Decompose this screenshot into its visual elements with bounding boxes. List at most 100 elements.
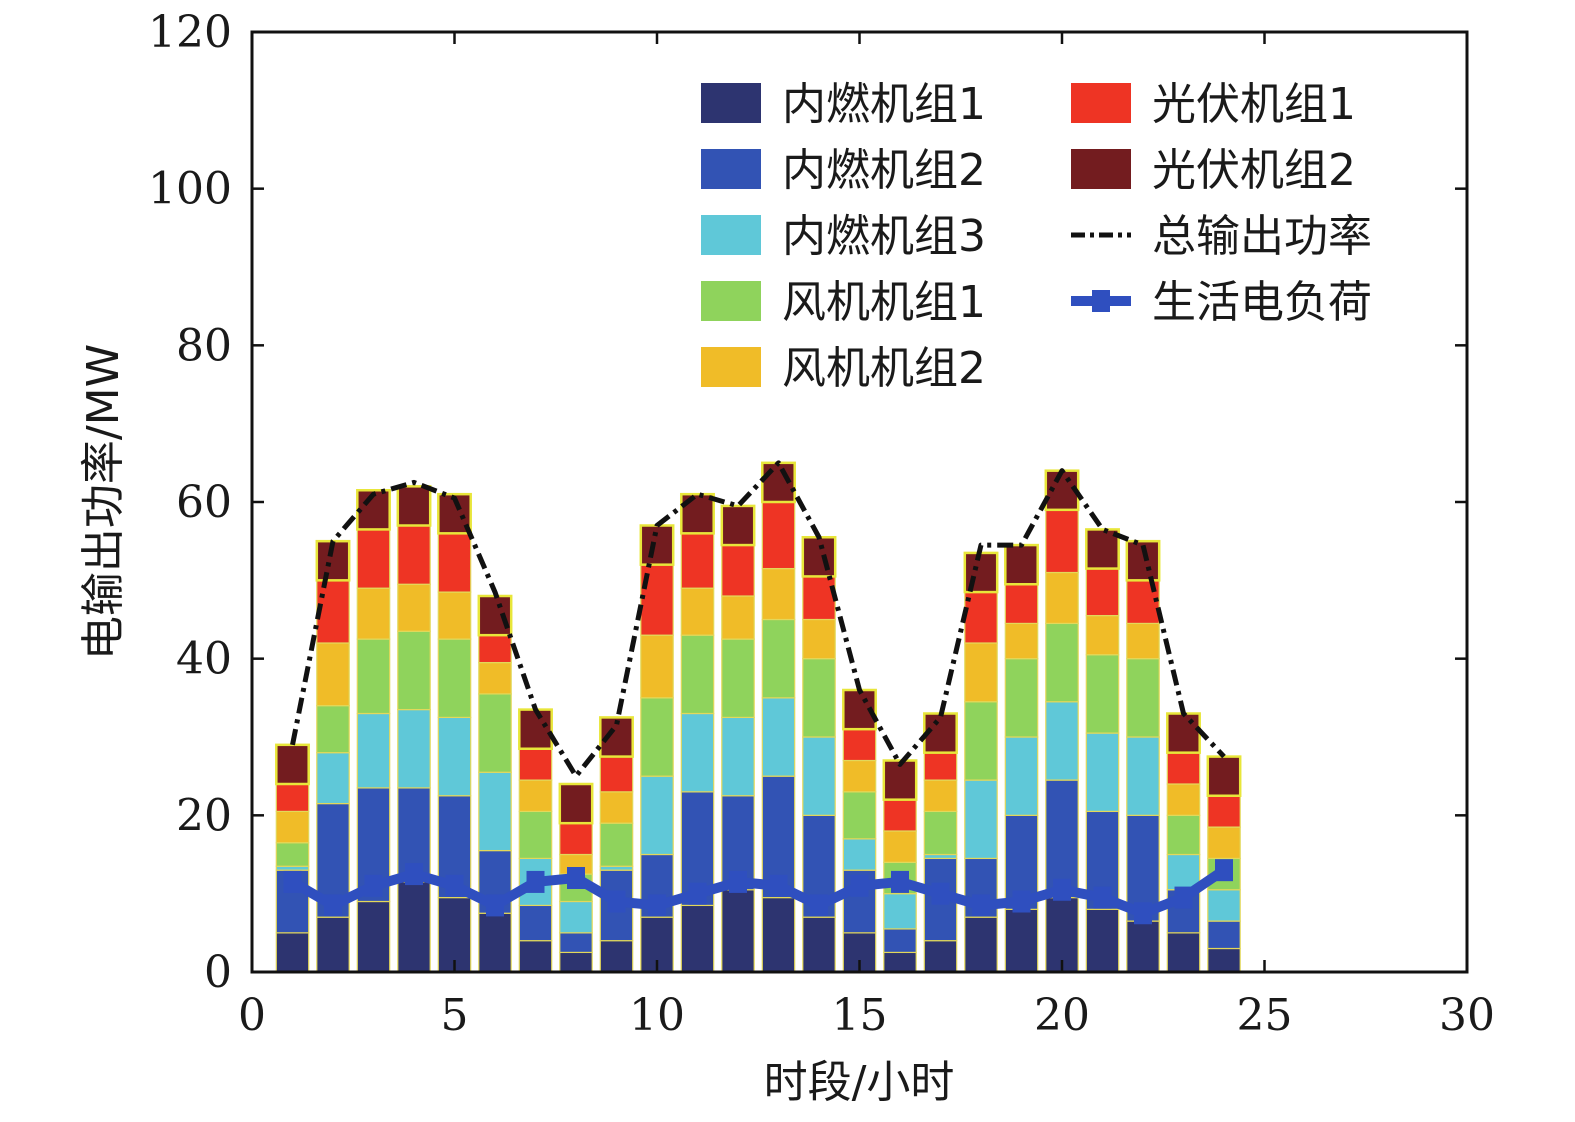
load-marker-14 <box>810 894 828 917</box>
bar-segment-1-14 <box>802 916 836 973</box>
load-marker-16 <box>891 870 909 893</box>
bar-segment-2-16 <box>883 928 917 954</box>
bar-segment-3-21 <box>1085 732 1120 813</box>
bar-segment-1-9 <box>599 940 634 973</box>
bar-stack-17 <box>923 712 958 973</box>
bar-segment-3-2 <box>316 752 350 805</box>
bar-segment-5-18 <box>964 642 998 703</box>
legend-label: 内燃机组2 <box>782 145 986 196</box>
bar-segment-5-3 <box>356 587 391 640</box>
bar-segment-1-19 <box>1004 908 1039 973</box>
legend-swatch <box>701 149 761 189</box>
bar-segment-5-9 <box>599 791 634 824</box>
bar-segment-7-18 <box>963 551 999 594</box>
x-tick-label: 15 <box>832 990 888 1041</box>
bars-layer <box>275 461 1242 973</box>
bar-segment-1-5 <box>437 896 472 973</box>
bar-segment-1-18 <box>964 916 998 973</box>
bar-segment-1-22 <box>1126 920 1160 973</box>
bar-segment-6-15 <box>842 728 877 762</box>
bar-segment-1-8 <box>559 951 593 973</box>
bar-segment-1-21 <box>1085 908 1120 973</box>
legend-item-3: 内燃机组3 <box>701 211 986 262</box>
bar-stack-1 <box>275 743 310 973</box>
bar-segment-5-19 <box>1004 622 1039 660</box>
load-marker-2 <box>324 894 342 917</box>
bar-stack-23 <box>1166 712 1201 973</box>
bar-segment-6-4 <box>397 524 431 585</box>
bar-segment-3-11 <box>680 712 715 793</box>
bar-segment-4-9 <box>599 822 634 867</box>
legend-label: 风机机组2 <box>782 343 986 394</box>
bar-segment-3-16 <box>883 893 917 930</box>
legend-swatch <box>701 215 761 255</box>
bar-segment-6-8 <box>559 822 593 856</box>
load-marker-23 <box>1174 886 1193 909</box>
legend-marker <box>1092 290 1110 312</box>
bar-stack-3 <box>356 489 391 973</box>
bar-segment-5-12 <box>721 595 755 640</box>
bar-segment-7-8 <box>558 782 594 825</box>
bar-segment-3-3 <box>356 712 391 789</box>
legend-item-5: 风机机组2 <box>701 343 986 394</box>
y-axis-title: 电输出功率/MW <box>78 344 129 660</box>
legend-label: 内燃机组1 <box>782 79 986 130</box>
load-marker-22 <box>1134 902 1152 925</box>
bar-stack-7 <box>518 708 553 973</box>
load-marker-21 <box>1093 886 1112 909</box>
bar-segment-6-1 <box>275 783 310 813</box>
bar-stack-15 <box>842 688 877 973</box>
legend-label: 风机机组1 <box>782 277 986 328</box>
bar-segment-3-12 <box>721 716 755 797</box>
x-axis: 0 5 10 15 20 25 30 <box>238 32 1495 1041</box>
bar-segment-1-23 <box>1166 932 1201 973</box>
bar-segment-6-7 <box>518 748 553 781</box>
bar-segment-3-23 <box>1166 853 1201 891</box>
load-marker-3 <box>364 874 383 897</box>
bar-segment-1-13 <box>761 896 796 973</box>
bar-stack-20 <box>1044 469 1080 973</box>
bar-segment-7-24 <box>1206 755 1242 797</box>
x-tick-label: 0 <box>238 990 266 1041</box>
bar-segment-1-20 <box>1045 896 1079 973</box>
bar-segment-4-11 <box>680 634 715 715</box>
legend-label: 光伏机组2 <box>1152 145 1356 196</box>
legend-swatch <box>701 347 761 387</box>
bar-segment-1-17 <box>923 940 958 973</box>
bar-stack-5 <box>437 492 472 973</box>
bar-segment-4-10 <box>640 697 674 777</box>
bar-segment-4-14 <box>802 658 836 738</box>
bar-stack-24 <box>1206 755 1242 973</box>
bar-segment-6-13 <box>761 501 796 570</box>
bar-segment-6-2 <box>316 579 350 644</box>
bar-stack-9 <box>599 716 634 973</box>
bar-segment-3-8 <box>559 900 593 934</box>
load-marker-18 <box>972 894 990 917</box>
bar-segment-5-11 <box>680 587 715 636</box>
x-tick-label: 30 <box>1439 990 1495 1041</box>
bar-segment-3-5 <box>437 716 472 797</box>
load-marker-4 <box>405 863 423 886</box>
load-marker-5 <box>445 874 464 897</box>
load-marker-13 <box>769 874 788 897</box>
bar-segment-1-3 <box>356 900 391 973</box>
bar-segment-7-23 <box>1166 712 1201 754</box>
bar-segment-4-13 <box>761 618 796 699</box>
bar-segment-6-17 <box>923 752 958 781</box>
load-line <box>287 865 1229 919</box>
bar-segment-5-1 <box>275 810 310 844</box>
bar-segment-5-17 <box>923 779 958 813</box>
bar-segment-5-13 <box>761 567 796 621</box>
bar-segment-5-20 <box>1045 571 1079 625</box>
bar-segment-1-12 <box>721 889 755 973</box>
bar-segment-4-20 <box>1045 622 1079 703</box>
bar-segment-5-16 <box>883 830 917 863</box>
load-marker-1 <box>283 870 302 893</box>
bar-segment-2-7 <box>518 904 553 942</box>
legend-item-9: 生活电负荷 <box>1071 277 1372 328</box>
bar-stack-22 <box>1125 539 1161 973</box>
legend-swatch <box>1071 149 1131 189</box>
bar-segment-3-24 <box>1207 889 1241 922</box>
bar-segment-3-18 <box>964 779 998 860</box>
